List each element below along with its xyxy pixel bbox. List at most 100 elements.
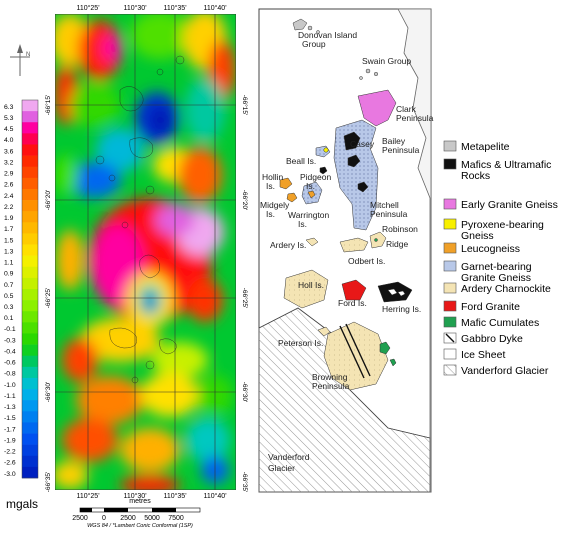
right-latitude-label: -66°25' — [241, 288, 249, 308]
color-scale-tick: 3.2 — [4, 159, 14, 166]
legend-swatch — [443, 242, 457, 254]
legend-swatch — [443, 348, 457, 360]
color-scale-swatch — [22, 155, 38, 168]
color-scale-swatch — [22, 300, 38, 312]
color-scale-swatch — [22, 244, 38, 256]
place-label-hollin: Hollin — [262, 172, 284, 182]
color-scale-swatch — [22, 422, 38, 434]
color-scale-swatch — [22, 277, 38, 290]
place-label-robinson: Robinson — [382, 224, 418, 234]
color-scale-swatch — [22, 289, 38, 301]
color-scale-tick: -0.4 — [4, 348, 16, 355]
left-latitude-label: -66°15' — [44, 95, 52, 115]
legend-item: Ardery Charnockite — [443, 282, 551, 295]
color-scale-swatch — [22, 122, 38, 134]
place-label-casey: Casey — [350, 139, 375, 149]
legend-label: Mafic Cumulates — [461, 317, 539, 329]
scale-tick-label: 0 — [102, 515, 106, 522]
color-scale-swatch — [22, 177, 38, 190]
color-scale-bar: 6.3 5.3 4.5 4.0 3.6 3.2 2.9 2.6 2.4 2.2 1.9 1.7 1.5 1… — [4, 99, 39, 479]
place-label-clark-peninsula: Peninsula — [396, 113, 434, 123]
legend-label: Ice Sheet — [461, 349, 505, 361]
right-latitude-label: -66°20' — [241, 190, 249, 210]
color-scale-tick: -1.1 — [4, 393, 16, 400]
color-scale-tick: -0.3 — [4, 337, 16, 344]
color-scale-tick: 2.9 — [4, 171, 14, 178]
color-scale-swatch — [22, 322, 38, 334]
projection-label: WGS 84 / *Lambert Conic Conformal (1SP) — [87, 523, 193, 529]
color-scale-swatch — [22, 144, 38, 156]
distance-scale-bar: 2500 0 2500 5000 7500 metres WGS 84 / *Lambe… — [72, 498, 201, 529]
north-label: N — [26, 52, 30, 58]
legend-swatch — [443, 300, 457, 312]
legend-swatch — [443, 260, 457, 272]
color-scale-tick: -1.0 — [4, 382, 16, 389]
legend-item: Mafic Cumulates — [443, 316, 539, 329]
place-label-robinson-ridge: Ridge — [386, 239, 408, 249]
legend-label: Pyroxene-bearing — [461, 219, 544, 231]
color-scale-tick: -0.6 — [4, 360, 16, 367]
place-label-holl-is: Holl Is. — [298, 280, 324, 290]
legend-item: Gabbro Dyke — [443, 332, 523, 345]
left-latitude-label: -66°25' — [44, 288, 52, 308]
color-scale-swatch — [22, 433, 38, 445]
scale-tick-label: 2500 — [120, 515, 136, 522]
legend-item: Early Granite Gneiss — [443, 198, 558, 211]
north-arrow-icon: N — [10, 44, 30, 76]
legend-swatch — [443, 158, 457, 170]
color-scale-tick: -2.2 — [4, 449, 16, 456]
color-scale-tick: 0.7 — [4, 282, 14, 289]
color-scale-tick: -3.0 — [4, 471, 16, 478]
legend-label-line2: Gneiss — [461, 230, 494, 242]
color-scale-swatch — [22, 233, 38, 245]
place-label-vanderford: Vanderford — [268, 452, 310, 462]
legend-label: Vanderford Glacier — [461, 365, 549, 377]
color-scale-swatch — [22, 133, 38, 145]
color-scale-tick: 1.9 — [4, 215, 14, 222]
place-label-browning: Browning — [312, 372, 348, 382]
bottom-longitude-label: 110°30' — [123, 492, 146, 500]
legend-swatch — [443, 316, 457, 328]
legend-label: Leucogneiss — [461, 243, 520, 255]
top-longitude-label: 110°35' — [163, 4, 186, 12]
legend-swatch — [443, 364, 457, 376]
color-scale-tick: -2.6 — [4, 460, 16, 467]
right-latitude-labels: -66°15' -66°20' -66°25' -66°30' -66°35' — [241, 95, 249, 492]
color-scale-swatch — [22, 344, 38, 357]
gravity-raster — [55, 14, 236, 490]
place-label-midgely-is: Is. — [266, 209, 275, 219]
color-scale-tick: -1.7 — [4, 426, 16, 433]
right-latitude-label: -66°35' — [241, 472, 249, 492]
color-scale-tick: -1.3 — [4, 404, 16, 411]
place-label-bailey: Bailey — [382, 136, 406, 146]
color-scale-swatch — [22, 333, 38, 345]
color-scale-swatch — [22, 377, 38, 390]
legend-label: Ardery Charnockite — [461, 283, 551, 295]
color-scale-swatch — [22, 111, 38, 123]
color-scale-swatch — [22, 466, 38, 479]
color-scale-tick: 0.5 — [4, 293, 14, 300]
top-longitude-label: 110°25' — [76, 4, 99, 12]
scale-tick-label: 7500 — [168, 515, 184, 522]
place-label-warrington-is: Is. — [298, 219, 307, 229]
place-label-herring-is: Herring Is. — [382, 304, 421, 314]
bottom-longitude-labels: 110°25' 110°30' 110°35' 110°40' — [76, 492, 226, 500]
color-scale-tick: 6.3 — [4, 104, 14, 111]
place-label-midgely: Midgely — [260, 200, 290, 210]
legend-swatch — [443, 218, 457, 230]
right-latitude-label: -66°30' — [241, 382, 249, 402]
legend-swatch — [443, 198, 457, 210]
place-label-group: Group — [302, 39, 326, 49]
color-scale-swatch — [22, 366, 38, 379]
place-label-pidgeon: Pidgeon — [300, 172, 331, 182]
legend-item: Leucogneiss — [443, 242, 520, 255]
place-label-browning-peninsula: Peninsula — [312, 381, 350, 391]
color-scale-swatch — [22, 389, 38, 401]
color-scale-tick: -0.8 — [4, 371, 16, 378]
color-scale-swatch — [22, 200, 38, 212]
legend-label: Ford Granite — [461, 301, 520, 313]
color-scale-swatch — [22, 266, 38, 279]
top-longitude-label: 110°40' — [203, 4, 226, 12]
